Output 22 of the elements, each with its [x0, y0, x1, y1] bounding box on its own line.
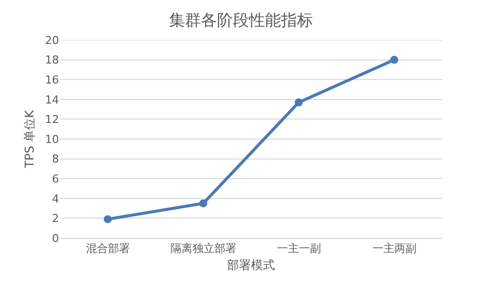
- y-tick-label: 8: [52, 152, 59, 166]
- point: [294, 98, 303, 106]
- y-tick-label: 2: [52, 212, 59, 226]
- x-axis-title: 部署模式: [227, 258, 275, 272]
- point: [390, 56, 398, 64]
- y-tick-label: 18: [45, 54, 59, 67]
- x-tick-label: 隔离独立部署: [170, 242, 236, 256]
- point: [104, 215, 112, 224]
- y-tick-label: 20: [45, 34, 59, 47]
- y-tick-label: 16: [45, 73, 59, 86]
- y-axis-title: TPS 单位K: [22, 108, 36, 169]
- point: [199, 199, 208, 208]
- y-tick-label: 0: [52, 232, 59, 245]
- x-tick-label: 一主一副: [276, 242, 321, 256]
- y-tick-label: 12: [45, 113, 59, 126]
- y-tick-label: 10: [45, 132, 59, 146]
- y-tick-label: 6: [52, 172, 59, 186]
- y-tick-label: 14: [45, 93, 59, 106]
- x-tick-label: 混合部署: [86, 242, 130, 256]
- y-tick-label: 4: [52, 192, 59, 206]
- x-tick-label: 一主两副: [372, 242, 416, 256]
- chart-title: 集群各阶段性能指标: [169, 10, 313, 30]
